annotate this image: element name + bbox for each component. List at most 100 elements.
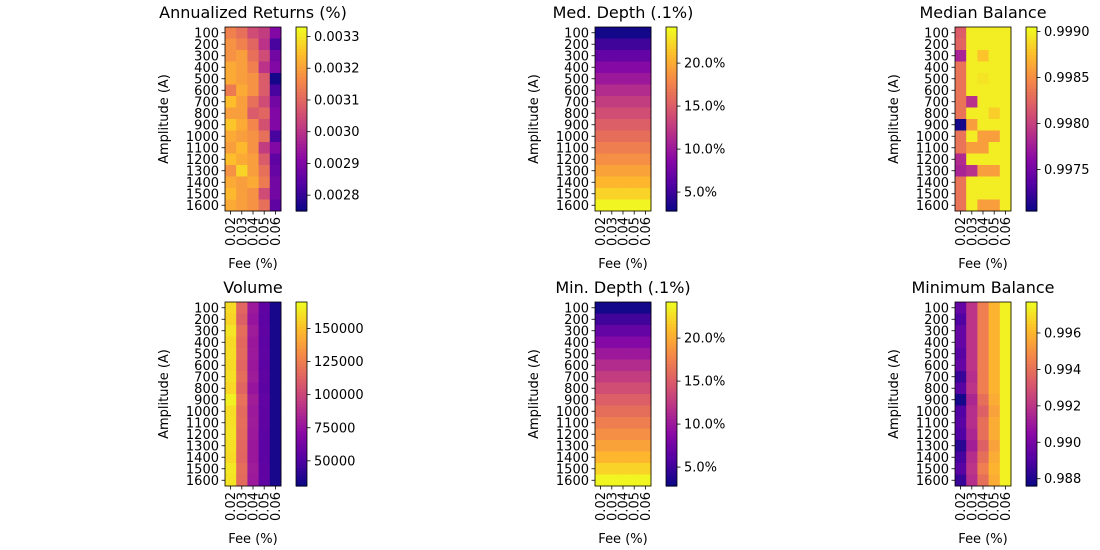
- colorbar-segment: [1026, 427, 1037, 432]
- heatmap-cell: [606, 302, 618, 314]
- heatmap-cell: [595, 142, 607, 154]
- heatmap-cell: [236, 474, 248, 487]
- heatmap-cell: [606, 130, 618, 143]
- heatmap-cell: [617, 325, 629, 337]
- colorbar-segment: [1026, 446, 1037, 450]
- x-axis-label: Fee (%): [958, 257, 1007, 272]
- colorbar-segment: [666, 427, 677, 432]
- heatmap-cell: [595, 188, 607, 200]
- colorbar-segment: [666, 204, 677, 209]
- colorbar-segment: [296, 131, 307, 135]
- colorbar-tick-label: 0.9985: [1044, 71, 1090, 86]
- colorbar-segment: [1026, 363, 1037, 367]
- heatmap-cell: [595, 348, 607, 360]
- heatmap-cell: [999, 130, 1012, 143]
- heatmap-cell: [988, 359, 1001, 372]
- heatmap-cell: [269, 451, 282, 464]
- heatmap-cell: [258, 130, 271, 143]
- heatmap-cell: [977, 142, 989, 154]
- heatmap-cell: [236, 142, 248, 154]
- heatmap-cell: [225, 405, 237, 418]
- y-tick-label: 300: [564, 49, 589, 64]
- heatmap-cell: [617, 96, 629, 108]
- colorbar-segment: [296, 467, 307, 472]
- heatmap-cell: [639, 302, 652, 314]
- heatmap-cell: [639, 142, 652, 154]
- colorbar-segment: [1026, 430, 1037, 435]
- heatmap-cell: [606, 61, 618, 74]
- heatmap-cell: [617, 38, 629, 51]
- heatmap-cell: [225, 96, 237, 108]
- y-tick-label: 1300: [916, 439, 949, 454]
- heatmap-cell: [999, 188, 1012, 200]
- heatmap-cell: [955, 153, 967, 166]
- heatmap-cell: [595, 451, 607, 464]
- heatmap-cell: [955, 382, 967, 395]
- heatmap-cell: [639, 313, 652, 326]
- heatmap-cell: [966, 417, 978, 429]
- heatmap-cell: [999, 199, 1012, 212]
- heatmap-cell: [966, 405, 978, 418]
- colorbar-segment: [296, 54, 307, 59]
- colorbar-segment: [296, 332, 307, 337]
- colorbar-segment: [1026, 455, 1037, 459]
- colorbar-segment: [296, 103, 307, 108]
- heatmap-cell: [225, 336, 237, 349]
- colorbar-segment: [296, 384, 307, 389]
- heatmap-cell: [247, 96, 259, 108]
- heatmap-cell: [258, 84, 271, 97]
- x-tick-label: 0.02: [224, 492, 239, 521]
- heatmap-cell: [977, 417, 989, 429]
- colorbar-segment: [666, 125, 677, 129]
- y-tick-label: 1200: [556, 428, 589, 443]
- colorbar-segment: [296, 60, 307, 65]
- colorbar-segment: [296, 449, 307, 453]
- heatmap-cell: [617, 451, 629, 464]
- y-tick-label: 100: [194, 26, 219, 41]
- y-tick-label: 800: [194, 382, 219, 397]
- colorbar-tick-label: 75000: [314, 421, 355, 436]
- colorbar-segment: [1026, 366, 1037, 371]
- colorbar-segment: [296, 455, 307, 459]
- heatmap-cell: [606, 38, 618, 51]
- heatmap-cell: [258, 313, 271, 326]
- heatmap-cell: [955, 371, 967, 383]
- heatmap-cell: [628, 325, 641, 337]
- colorbar-segment: [666, 360, 677, 364]
- heatmap-cell: [247, 325, 259, 337]
- colorbar-segment: [666, 338, 677, 343]
- y-tick-label: 1100: [556, 141, 589, 156]
- colorbar-segment: [666, 375, 677, 380]
- heatmap-cell: [977, 50, 989, 62]
- heatmap-cell: [966, 336, 978, 349]
- colorbar-segment: [1026, 45, 1037, 50]
- colorbar-segment: [296, 326, 307, 331]
- heatmap-cell: [269, 142, 282, 154]
- heatmap-cell: [269, 348, 282, 360]
- heatmap-cell: [617, 188, 629, 200]
- colorbar-segment: [666, 112, 677, 117]
- x-tick-label: 0.04: [977, 217, 992, 246]
- colorbar-segment: [666, 76, 677, 80]
- colorbar-segment: [1026, 76, 1037, 80]
- colorbar-tick-label: 20.0%: [684, 57, 725, 72]
- colorbar-segment: [1026, 152, 1037, 157]
- heatmap-cell: [595, 440, 607, 452]
- heatmap-cell: [606, 119, 618, 131]
- colorbar-segment: [1026, 149, 1037, 154]
- colorbar-segment: [296, 464, 307, 469]
- heatmap-cell: [258, 153, 271, 166]
- colorbar-tick-label: 0.9975: [1044, 163, 1090, 178]
- y-tick-label: 500: [194, 347, 219, 362]
- heatmap-cell: [628, 451, 641, 464]
- colorbar-segment: [666, 66, 677, 71]
- y-tick-label: 100: [564, 26, 589, 41]
- colorbar-segment: [296, 207, 307, 212]
- heatmap-cell: [977, 359, 989, 372]
- y-tick-label: 900: [924, 393, 949, 408]
- heatmap-cell: [977, 382, 989, 395]
- y-tick-label: 700: [924, 95, 949, 110]
- colorbar-segment: [666, 348, 677, 352]
- colorbar-segment: [666, 351, 677, 355]
- colorbar-segment: [666, 409, 677, 413]
